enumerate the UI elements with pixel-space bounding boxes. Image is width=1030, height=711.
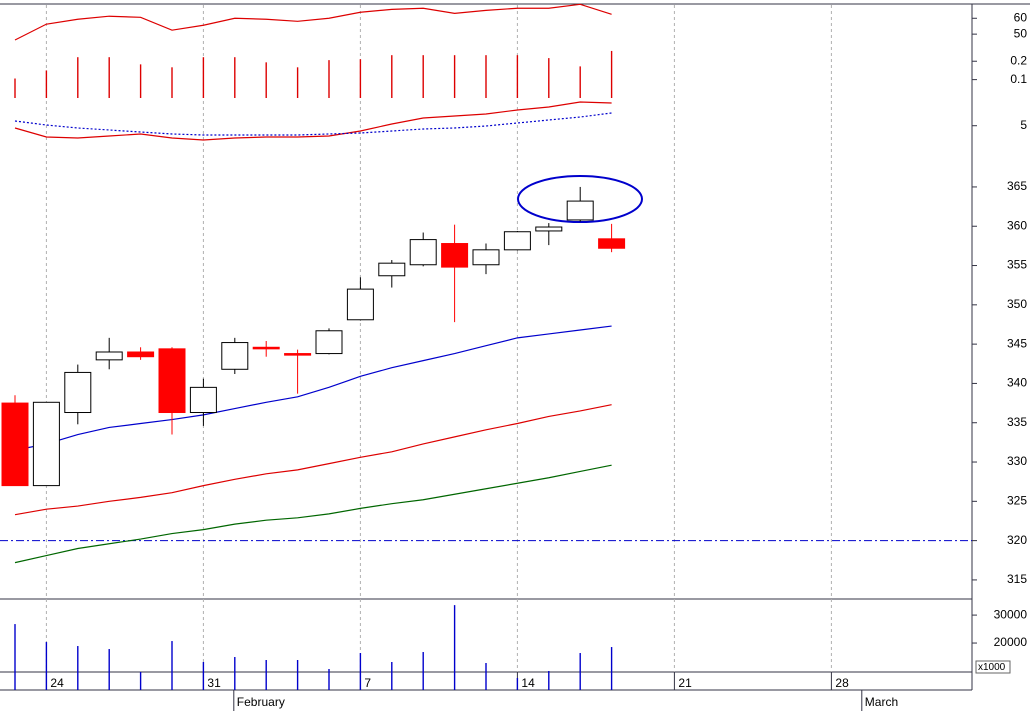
candle-body — [409, 239, 437, 266]
y-tick-label: 315 — [1007, 572, 1027, 586]
y-tick-label: 60 — [1014, 10, 1028, 24]
y-tick-label: 335 — [1007, 415, 1027, 429]
y-tick-label: 0.1 — [1010, 72, 1027, 86]
line — [14, 404, 612, 516]
month-label: March — [865, 695, 898, 709]
line — [14, 325, 612, 451]
y-tick-label: 340 — [1007, 376, 1027, 390]
candle-body — [315, 330, 343, 355]
x-tick-label: 24 — [50, 676, 64, 690]
y-tick-label: 325 — [1007, 493, 1027, 507]
candle-body — [503, 231, 531, 251]
candle-body — [127, 351, 155, 358]
y-tick-label: 360 — [1007, 218, 1027, 232]
x-tick-label: 28 — [835, 676, 849, 690]
x-tick-label: 31 — [207, 676, 221, 690]
candle-body — [566, 200, 594, 221]
line — [14, 101, 612, 141]
y-tick-label: 5 — [1020, 118, 1027, 132]
x-tick-label: 7 — [364, 676, 371, 690]
unit-box — [975, 660, 1011, 674]
candle-body — [535, 226, 563, 232]
candle-body — [284, 353, 312, 356]
candle-body — [189, 386, 217, 414]
candle-body — [378, 262, 406, 277]
month-label: February — [237, 695, 285, 709]
y-tick-label: 330 — [1007, 454, 1027, 468]
y-tick-label: 0.2 — [1010, 53, 1027, 67]
candle-body — [346, 288, 374, 321]
y-tick-label: 365 — [1007, 179, 1027, 193]
x-tick-label: 14 — [521, 676, 535, 690]
y-tick-label: 50 — [1014, 26, 1028, 40]
candle-body — [95, 351, 123, 361]
candle-body — [472, 249, 500, 266]
candle-body — [441, 243, 469, 268]
y-tick-label: 355 — [1007, 258, 1027, 272]
y-tick-label: 350 — [1007, 297, 1027, 311]
candle-body — [252, 346, 280, 350]
line — [14, 3, 612, 41]
unit-label: x1000 — [978, 662, 1006, 673]
y-tick-label: 345 — [1007, 336, 1027, 350]
highlight-ellipse — [517, 175, 643, 223]
y-tick-label: 320 — [1007, 533, 1027, 547]
candle-body — [598, 238, 626, 249]
candle-body — [64, 371, 92, 414]
line — [14, 464, 612, 564]
y-tick-label: 30000 — [994, 607, 1028, 621]
x-tick-label: 21 — [678, 676, 692, 690]
candle-body — [1, 402, 29, 487]
candle-body — [158, 348, 186, 414]
candle-body — [221, 342, 249, 370]
y-tick-label: 20000 — [994, 635, 1028, 649]
candle-body — [32, 401, 60, 487]
